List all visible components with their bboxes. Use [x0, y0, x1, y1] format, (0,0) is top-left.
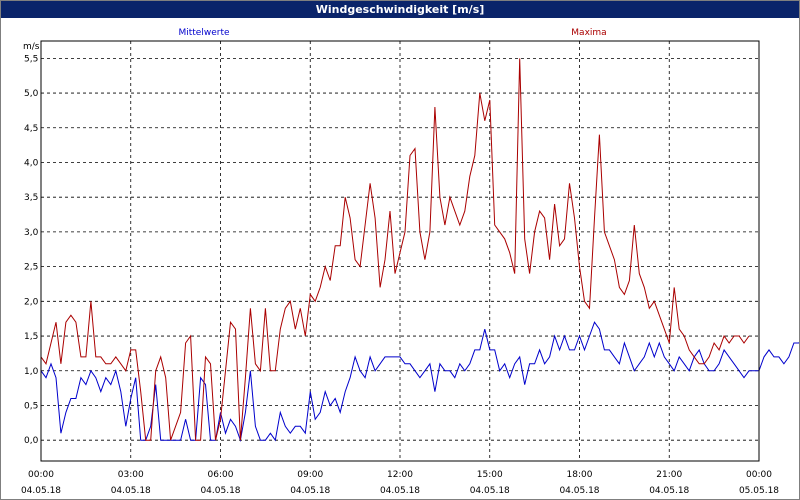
legend-maxima: Maxima: [571, 28, 606, 38]
x-tick-date: 04.05.18: [559, 486, 599, 496]
x-tick-date: 04.05.18: [111, 486, 151, 496]
y-tick-label: 5,5: [24, 54, 38, 64]
y-tick-label: 4,0: [24, 158, 39, 168]
window-title: Windgeschwindigkeit [m/s]: [1, 1, 799, 18]
x-tick-time: 21:00: [656, 470, 682, 480]
series-line-maxima: [40, 58, 750, 441]
x-tick-time: 09:00: [297, 470, 323, 480]
series-line-mittelwerte: [40, 321, 799, 443]
y-tick-label: 3,5: [24, 193, 38, 203]
y-tick-label: 1,5: [24, 332, 38, 342]
y-tick-label: 0,5: [24, 401, 38, 411]
y-tick-label: 0,0: [24, 436, 39, 446]
x-tick-time: 00:00: [28, 470, 54, 480]
x-tick-date: 04.05.18: [380, 486, 420, 496]
x-tick-date: 04.05.18: [649, 486, 689, 496]
y-tick-label: 2,5: [24, 263, 38, 273]
plot-area: [40, 40, 760, 462]
legend-mittelwerte: Mittelwerte: [178, 28, 229, 38]
y-tick-label: 1,0: [24, 367, 39, 377]
x-tick-date: 04.05.18: [470, 486, 510, 496]
x-tick-time: 00:00: [746, 470, 772, 480]
x-tick-time: 18:00: [567, 470, 593, 480]
x-tick-time: 06:00: [208, 470, 234, 480]
x-tick-time: 03:00: [118, 470, 144, 480]
y-axis-unit-label: m/s: [23, 42, 40, 52]
y-tick-label: 2,0: [24, 297, 39, 307]
y-tick-label: 3,0: [24, 228, 39, 238]
x-tick-time: 15:00: [477, 470, 503, 480]
y-tick-label: 5,0: [24, 89, 39, 99]
x-tick-time: 12:00: [387, 470, 413, 480]
y-tick-label: 4,5: [24, 124, 38, 134]
x-tick-date: 05.05.18: [739, 486, 779, 496]
x-tick-date: 04.05.18: [290, 486, 330, 496]
x-tick-date: 04.05.18: [21, 486, 61, 496]
x-tick-date: 04.05.18: [200, 486, 240, 496]
